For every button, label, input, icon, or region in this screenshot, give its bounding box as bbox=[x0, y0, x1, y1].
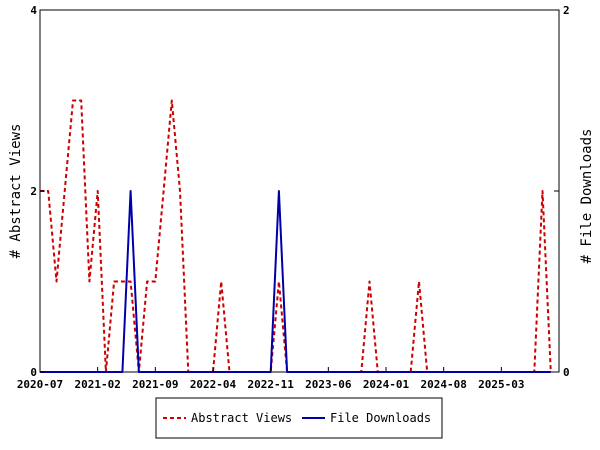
x-tick-label: 2021-02 bbox=[74, 378, 120, 391]
y-right-tick-label: 2 bbox=[563, 4, 570, 17]
legend-label-file-downloads: File Downloads bbox=[330, 411, 431, 425]
y-left-tick-label: 4 bbox=[30, 4, 37, 17]
axis-layer: 2020-07 2021-02 2021-09 2022-04 2022-11 2023-… bbox=[17, 4, 570, 391]
legend-box bbox=[155, 397, 443, 439]
plot-area bbox=[39, 9, 560, 373]
x-tick-label: 2022-04 bbox=[190, 378, 237, 391]
x-tick-label: 2024-08 bbox=[420, 378, 466, 391]
y-axis-right-title: # File Downloads bbox=[579, 129, 595, 264]
series-line-file-downloads bbox=[40, 190, 551, 373]
x-tick-label: 2023-06 bbox=[305, 378, 352, 391]
y-left-tick-label: 0 bbox=[30, 366, 37, 379]
legend: Abstract Views File Downloads bbox=[155, 397, 443, 439]
x-tick-label: 2021-09 bbox=[132, 378, 178, 391]
x-tick-label: 2024-01 bbox=[363, 378, 410, 391]
y-right-tick-label: 0 bbox=[563, 366, 570, 379]
legend-label-abstract-views: Abstract Views bbox=[191, 411, 292, 425]
x-tick-label: 2022-11 bbox=[247, 378, 294, 391]
x-tick-label: 2025-03 bbox=[478, 378, 524, 391]
x-tick-label: 2020-07 bbox=[17, 378, 63, 391]
series-layer bbox=[40, 99, 552, 373]
y-axis-left-title: # Abstract Views bbox=[8, 124, 24, 259]
y-left-tick-label: 2 bbox=[30, 185, 37, 198]
